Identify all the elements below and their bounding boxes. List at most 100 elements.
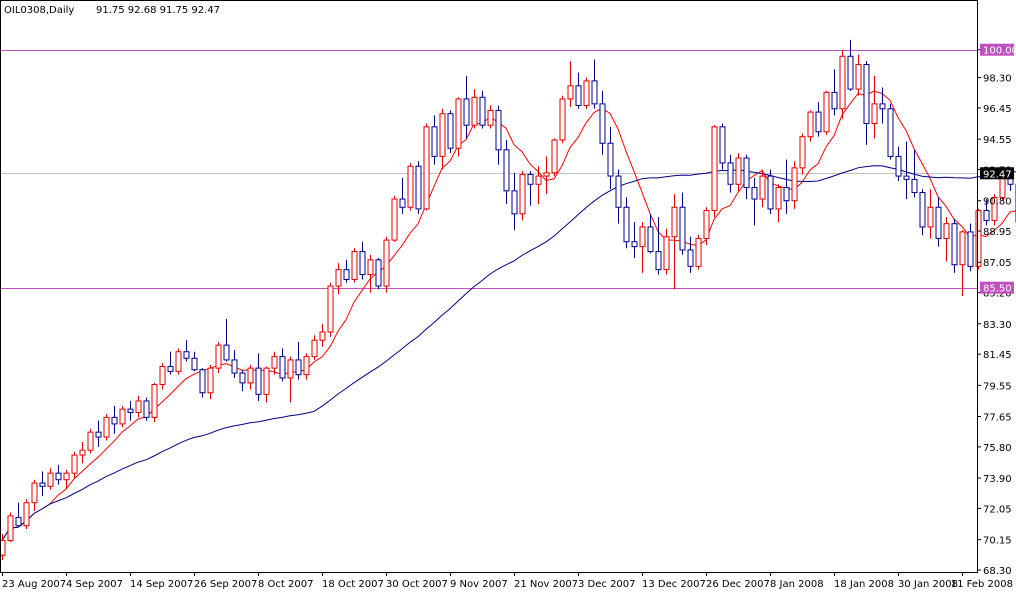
candle-body [263,367,270,395]
candle [759,169,766,208]
candle-body [687,249,694,267]
candle-body [39,482,46,487]
x-tick-label: 3 Dec 2007 [578,579,636,590]
candle [335,263,342,295]
candle-body [735,157,742,185]
candle [191,351,198,372]
candle-body [583,80,590,107]
candle-body [911,178,918,193]
candle-body [463,98,470,126]
candle-body [623,206,630,243]
candle [799,133,806,175]
y-tick-label: 73.90 [983,474,1012,485]
candle-body [239,372,246,384]
candle [463,75,470,139]
candle [543,156,550,195]
candle [871,75,878,139]
candle [975,208,982,270]
candle [231,350,238,378]
candle [143,397,150,421]
level-lines [0,50,977,289]
candle [519,171,526,221]
candle-body [391,198,398,241]
candle-body [951,223,958,266]
candle-body [695,237,702,267]
candle [727,154,734,193]
candle [31,479,38,511]
candle-body [887,108,894,157]
candle [567,61,574,108]
candle [167,351,174,375]
x-tick-label: 26 Sep 2007 [194,579,257,590]
candle-body [871,103,878,125]
y-tick-label: 68.30 [983,566,1012,577]
candle-body [71,454,78,474]
candle-body [199,369,206,394]
candle-body [831,91,838,110]
candle [591,59,598,109]
candle-body [79,449,86,456]
candle [599,90,606,155]
candle [823,90,830,136]
x-tick-label: 30 Oct 2007 [386,579,448,590]
y-tick-label: 81.45 [983,350,1012,361]
candle-body [751,187,758,200]
candle-body [495,109,502,151]
x-tick-label: 14 Sep 2007 [130,579,193,590]
x-tick-label: 8 Oct 2007 [258,579,313,590]
candle [735,153,742,191]
candle-body [719,126,726,164]
y-tick-label: 94.55 [983,135,1012,146]
candle-body [847,55,854,90]
candle [79,441,86,464]
candle-body [919,191,926,228]
y-tick-label: 88.95 [983,227,1012,238]
candle-body [423,126,430,210]
candle [631,222,638,259]
candle-body [191,357,198,371]
candle-body [503,149,510,192]
candle-body [903,175,910,180]
candle [103,414,110,441]
candle [0,533,6,561]
candle-body [519,173,526,215]
candle [391,195,398,242]
candle [239,369,246,392]
y-tick-label: 85.20 [983,289,1012,300]
candle [575,72,582,109]
candle [47,468,54,490]
candle-body [343,269,350,280]
candle-body [663,236,670,271]
candle [583,77,590,109]
candle [663,228,670,275]
candle [175,348,182,375]
candle [623,197,630,249]
candle [991,194,998,226]
level-label: 85.50 [983,284,1012,295]
candle [311,335,318,360]
candle-body [631,241,638,248]
price-labels: 100.00 85.50 92.47 [980,43,1016,295]
candle [375,258,382,290]
candle-body [167,365,174,372]
candle [303,353,310,380]
candle [647,213,654,254]
candle [903,141,910,200]
x-tick-label: 23 Aug 2007 [2,579,66,590]
candle-body [855,63,862,90]
candle-body [87,431,94,451]
candle [23,499,30,529]
candle [527,171,534,206]
x-tick-label: 11 Feb 2008 [951,579,1013,590]
candle-body [535,175,542,185]
candle-body [175,351,182,372]
candle [447,110,454,154]
candle [831,69,838,116]
candle [983,199,990,226]
candle-body [119,408,126,425]
y-tick-label: 77.65 [983,413,1012,424]
x-tick-label: 13 Dec 2007 [642,579,706,590]
